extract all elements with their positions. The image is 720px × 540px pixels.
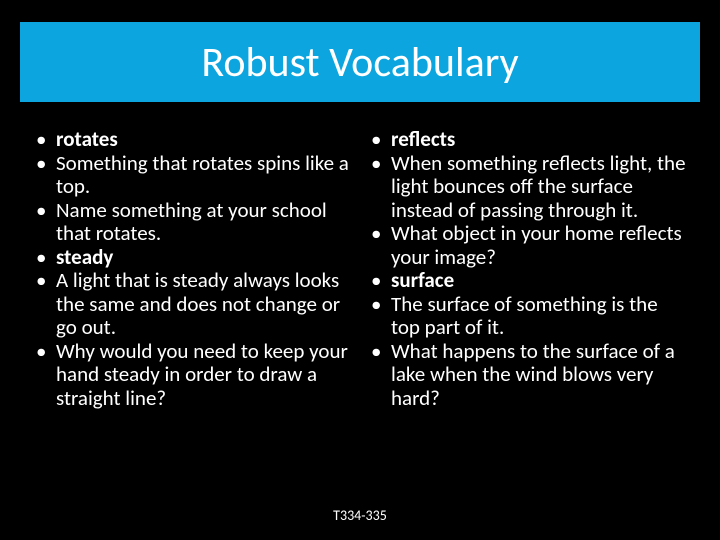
- bullet-text: When something reflects light, the light…: [391, 150, 686, 223]
- bullet-text: A light that is steady always looks the …: [56, 267, 340, 340]
- bullet-item: Something that rotates spins like a top.: [30, 152, 355, 199]
- bullet-text: The surface of something is the top part…: [391, 291, 658, 341]
- bullet-text: Something that rotates spins like a top.: [56, 150, 349, 200]
- bullet-item: When something reflects light, the light…: [365, 152, 690, 223]
- bullet-item: Why would you need to keep your hand ste…: [30, 340, 355, 411]
- bullet-text: reflects: [391, 126, 455, 152]
- bullet-item: The surface of something is the top part…: [365, 293, 690, 340]
- bullet-item: surface: [365, 269, 690, 293]
- bullet-text: What happens to the surface of a lake wh…: [391, 338, 675, 411]
- title-bar: Robust Vocabulary: [20, 22, 700, 102]
- bullet-item: What object in your home reflects your i…: [365, 222, 690, 269]
- content-columns: rotatesSomething that rotates spins like…: [30, 128, 690, 484]
- bullet-text: What object in your home reflects your i…: [391, 220, 682, 270]
- bullet-item: Name something at your school that rotat…: [30, 199, 355, 246]
- bullet-item: reflects: [365, 128, 690, 152]
- bullet-item: A light that is steady always looks the …: [30, 269, 355, 340]
- left-column: rotatesSomething that rotates spins like…: [30, 128, 355, 484]
- bullet-text: steady: [56, 244, 113, 270]
- bullet-item: steady: [30, 246, 355, 270]
- bullet-text: rotates: [56, 126, 118, 152]
- bullet-item: What happens to the surface of a lake wh…: [365, 340, 690, 411]
- bullet-text: surface: [391, 267, 454, 293]
- bullet-item: rotates: [30, 128, 355, 152]
- page-reference: T334-335: [0, 507, 720, 524]
- right-bullet-list: reflectsWhen something reflects light, t…: [365, 128, 690, 410]
- left-bullet-list: rotatesSomething that rotates spins like…: [30, 128, 355, 410]
- right-column: reflectsWhen something reflects light, t…: [365, 128, 690, 484]
- bullet-text: Name something at your school that rotat…: [56, 197, 327, 247]
- bullet-text: Why would you need to keep your hand ste…: [56, 338, 348, 411]
- slide-title: Robust Vocabulary: [201, 37, 518, 88]
